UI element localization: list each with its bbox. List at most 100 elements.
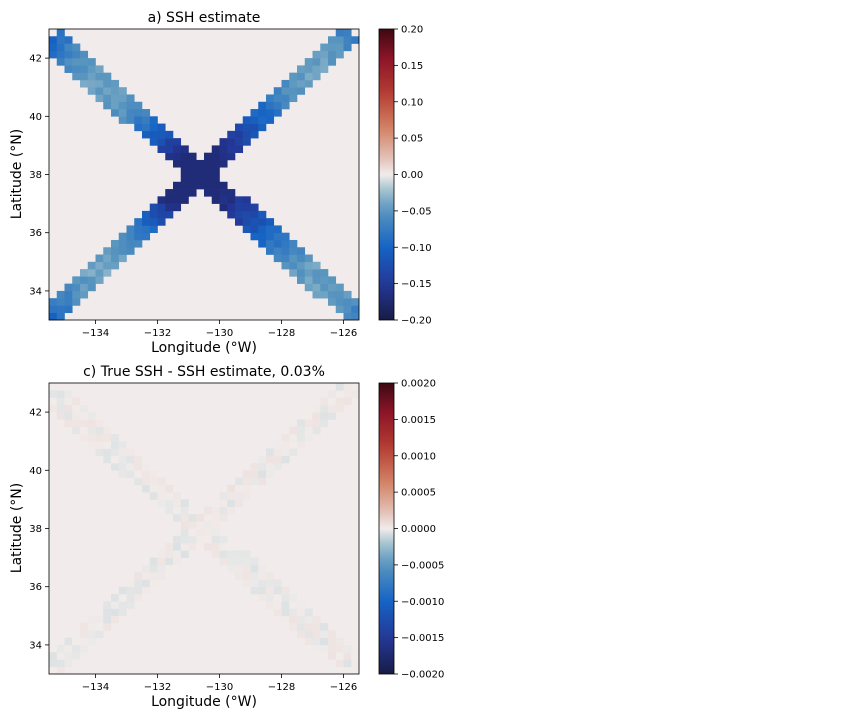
y-tick-label: 38 xyxy=(29,170,42,181)
panel-c-ylabel: Latitude (°N) xyxy=(9,483,25,573)
heatmap-cell xyxy=(118,109,127,117)
heatmap-cell xyxy=(126,225,135,234)
heatmap-cell xyxy=(335,43,344,52)
heatmap-cell xyxy=(142,470,151,478)
heatmap-cell xyxy=(72,404,81,413)
y-tick-label: 36 xyxy=(29,228,42,239)
heatmap-cell xyxy=(219,513,228,522)
heatmap-cell xyxy=(211,550,220,558)
heatmap-cell xyxy=(242,564,251,573)
y-tick-label: 40 xyxy=(29,466,42,477)
heatmap-cell xyxy=(165,557,174,566)
heatmap-cell xyxy=(87,276,96,284)
heatmap-cell xyxy=(95,65,104,73)
heatmap-cell xyxy=(320,637,329,646)
heatmap-cell xyxy=(297,254,306,263)
heatmap-cell xyxy=(242,123,251,132)
heatmap-cell xyxy=(118,441,127,449)
heatmap-cell xyxy=(219,159,228,168)
heatmap-cell xyxy=(304,637,313,646)
heatmap-cell xyxy=(266,601,275,609)
heatmap-cell xyxy=(219,145,228,153)
heatmap-cell xyxy=(335,283,344,292)
heatmap-cell xyxy=(312,419,321,427)
heatmap-cell xyxy=(320,397,329,406)
heatmap-cell xyxy=(335,652,344,660)
heatmap-cell xyxy=(157,499,166,507)
heatmap-cell xyxy=(258,210,267,219)
heatmap-cell xyxy=(80,404,89,413)
heatmap-cell xyxy=(219,203,228,212)
heatmap-cell xyxy=(297,623,306,631)
heatmap-cell xyxy=(196,535,205,544)
heatmap-cell xyxy=(188,528,197,537)
heatmap-cell xyxy=(149,225,158,234)
heatmap-cell xyxy=(304,623,313,631)
heatmap-cell xyxy=(281,261,290,270)
heatmap-cell xyxy=(95,426,104,435)
heatmap-cell xyxy=(351,652,360,660)
heatmap-cell xyxy=(351,36,360,44)
heatmap-cell xyxy=(180,513,189,522)
heatmap-cell xyxy=(273,94,282,103)
heatmap-cell xyxy=(219,138,228,146)
heatmap-cell xyxy=(72,637,81,646)
heatmap-cell xyxy=(111,593,120,602)
heatmap-cell xyxy=(335,290,344,299)
heatmap-cell xyxy=(72,283,81,292)
heatmap-cell xyxy=(72,43,81,52)
heatmap-cell xyxy=(64,644,73,653)
heatmap-cell xyxy=(297,601,306,609)
heatmap-cell xyxy=(242,477,251,486)
heatmap-cell xyxy=(64,43,73,52)
heatmap-cell xyxy=(64,637,73,646)
heatmap-cell xyxy=(227,152,236,161)
heatmap-cell xyxy=(49,36,58,44)
heatmap-cell xyxy=(87,65,96,73)
heatmap-cell xyxy=(126,232,135,241)
heatmap-cell xyxy=(219,557,228,566)
heatmap-cell xyxy=(335,659,344,668)
heatmap-cell xyxy=(204,152,213,161)
heatmap-cell xyxy=(56,43,65,52)
heatmap-cell xyxy=(227,492,236,500)
heatmap-cell xyxy=(180,550,189,558)
heatmap-cell xyxy=(320,290,329,299)
heatmap-cell xyxy=(273,239,282,248)
heatmap-cell xyxy=(103,601,112,609)
heatmap-cell xyxy=(72,652,81,660)
heatmap-cell xyxy=(204,174,213,183)
heatmap-cell xyxy=(95,87,104,95)
heatmap-cell xyxy=(242,492,251,500)
heatmap-cell xyxy=(289,87,298,95)
heatmap-cell xyxy=(80,637,89,646)
heatmap-cell xyxy=(273,101,282,110)
heatmap-cell xyxy=(328,290,337,299)
heatmap-cell xyxy=(80,65,89,73)
x-tick-label: −126 xyxy=(330,682,357,693)
heatmap-cell xyxy=(188,159,197,168)
heatmap-cell xyxy=(289,433,298,442)
heatmap-cell xyxy=(173,145,182,153)
x-tick-label: −130 xyxy=(206,328,233,339)
heatmap-cell xyxy=(111,254,120,263)
heatmap-cell xyxy=(188,167,197,175)
heatmap-cell xyxy=(49,312,58,321)
heatmap-cell xyxy=(165,499,174,507)
heatmap-cell xyxy=(72,290,81,299)
heatmap-cell xyxy=(235,210,244,219)
heatmap-cell xyxy=(56,412,65,420)
heatmap-cell xyxy=(180,196,189,204)
heatmap-cell xyxy=(304,630,313,638)
heatmap-cell xyxy=(250,130,259,139)
heatmap-cell xyxy=(196,174,205,183)
heatmap-cell xyxy=(126,101,135,110)
heatmap-cell xyxy=(312,404,321,413)
heatmap-cell xyxy=(242,196,251,204)
heatmap-cell xyxy=(134,239,143,248)
heatmap-cell xyxy=(219,196,228,204)
heatmap-cell xyxy=(126,601,135,609)
colorbar-tick-label: 0.0000 xyxy=(401,524,436,535)
heatmap-cell xyxy=(134,593,143,602)
heatmap-cell xyxy=(126,455,135,464)
